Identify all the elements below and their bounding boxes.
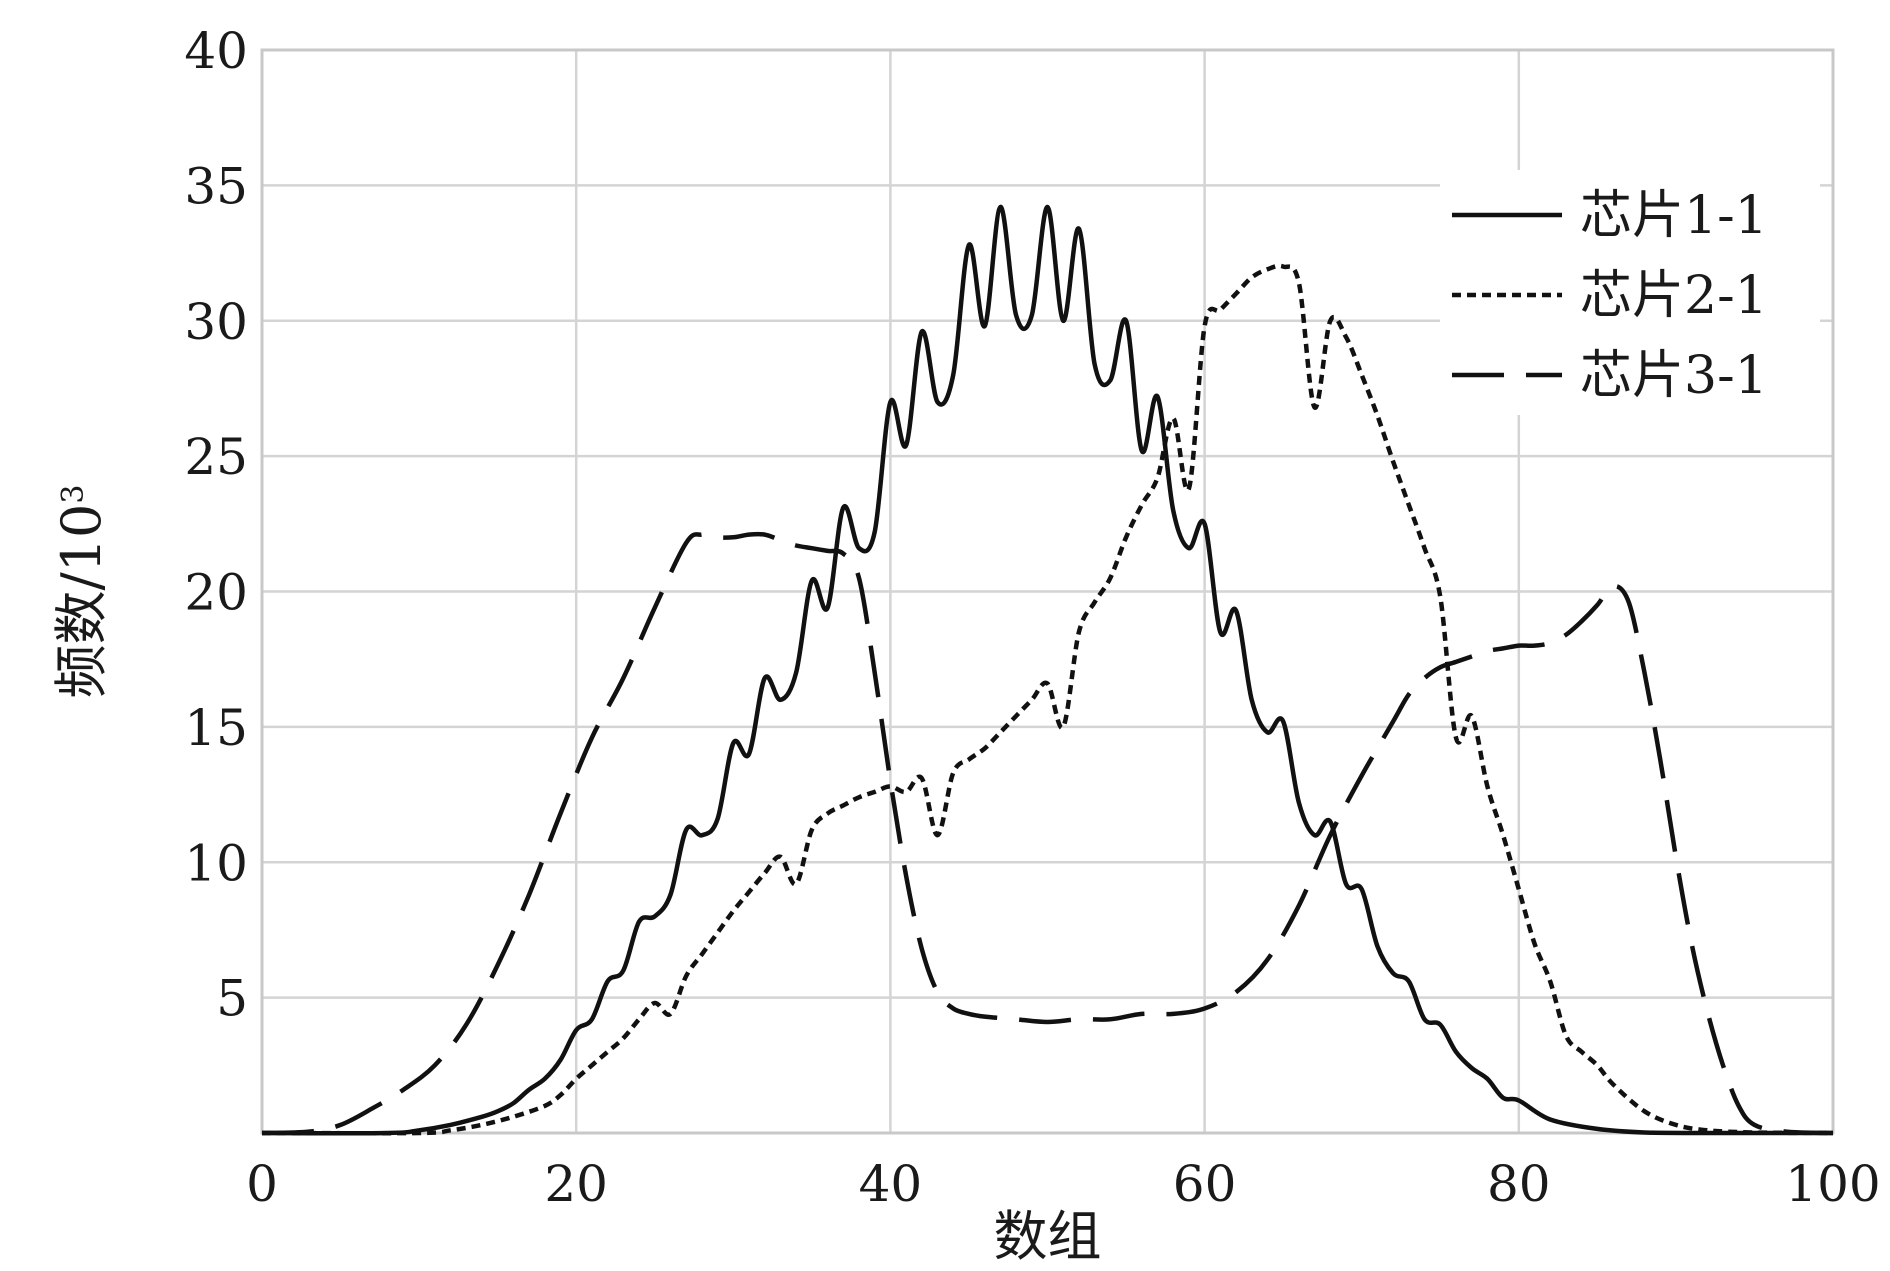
y-axis-title-main: 频数/10 bbox=[50, 504, 113, 699]
series-line-3 bbox=[261, 531, 1834, 1136]
y-tick-label-25: 25 bbox=[184, 428, 248, 486]
x-tick-label-40: 40 bbox=[859, 1155, 923, 1213]
y-tick-label-10: 10 bbox=[184, 834, 248, 892]
y-tick-label-5: 5 bbox=[216, 970, 248, 1028]
tick-labels: 0 20 40 60 80 100 5 10 15 20 25 30 35 40 bbox=[184, 22, 1880, 1213]
y-tick-label-35: 35 bbox=[184, 157, 248, 215]
y-axis-title-exponent: 3 bbox=[56, 485, 91, 504]
legend-label-series-3: 芯片3-1 bbox=[1580, 346, 1768, 406]
y-tick-label-40: 40 bbox=[184, 22, 248, 80]
x-tick-label-20: 20 bbox=[544, 1155, 608, 1213]
legend-label-series-2: 芯片2-1 bbox=[1580, 266, 1768, 326]
y-tick-label-30: 30 bbox=[184, 293, 248, 351]
y-tick-label-15: 15 bbox=[184, 699, 248, 757]
x-tick-label-0: 0 bbox=[246, 1155, 278, 1213]
y-axis-title: 频数/103 bbox=[50, 485, 113, 699]
y-tick-label-20: 20 bbox=[184, 564, 248, 622]
series-line-1 bbox=[261, 204, 1834, 1136]
x-tick-label-60: 60 bbox=[1173, 1155, 1237, 1213]
x-tick-label-80: 80 bbox=[1487, 1155, 1551, 1213]
series-group bbox=[261, 204, 1834, 1136]
series-line-2 bbox=[261, 263, 1834, 1136]
plot-frame bbox=[260, 48, 1835, 1135]
x-tick-label-100: 100 bbox=[1785, 1155, 1880, 1213]
legend: 芯片1-1 芯片2-1 芯片3-1 bbox=[1440, 170, 1820, 415]
legend-label-series-1: 芯片1-1 bbox=[1580, 186, 1768, 246]
x-axis-title: 数组 bbox=[994, 1205, 1102, 1268]
